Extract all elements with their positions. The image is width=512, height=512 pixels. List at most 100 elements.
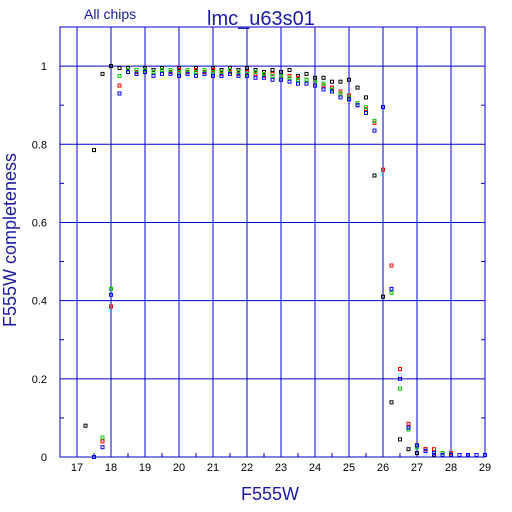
x-tick-label: 28	[445, 462, 457, 474]
data-point-series-1	[270, 68, 275, 72]
data-point-series-2	[398, 367, 402, 371]
data-point-series-2	[432, 447, 436, 452]
data-point-series-4	[126, 70, 130, 74]
chart-subtitle: All chips	[84, 6, 136, 22]
data-point-series-3	[194, 70, 198, 74]
data-point-series-3	[219, 70, 224, 74]
data-point-series-1	[92, 148, 96, 153]
y-axis-label: F555W completeness	[0, 153, 20, 327]
data-point-series-4	[372, 128, 377, 133]
data-point-series-4	[117, 91, 122, 96]
data-point-series-4	[253, 75, 258, 80]
data-point-series-3	[109, 286, 113, 291]
data-point-series-4	[279, 77, 283, 82]
data-point-series-3	[321, 81, 326, 86]
data-point-series-1	[117, 66, 122, 70]
data-point-series-3	[262, 71, 266, 76]
data-point-series-1	[279, 70, 283, 74]
data-point-series-1	[415, 451, 419, 456]
data-point-series-4	[168, 71, 173, 76]
data-point-series-1	[355, 85, 360, 90]
data-point-series-3	[338, 91, 343, 96]
data-point-series-1	[372, 173, 377, 178]
data-point-series-4	[321, 87, 326, 92]
data-point-series-4	[432, 451, 436, 456]
data-point-series-3	[270, 73, 275, 78]
data-point-series-3	[253, 70, 258, 74]
x-tick-label: 22	[241, 462, 253, 474]
data-point-series-3	[202, 68, 207, 72]
data-point-series-3	[185, 68, 190, 72]
data-point-series-3	[134, 68, 139, 72]
data-point-series-3	[287, 75, 292, 80]
data-point-series-2	[117, 83, 122, 88]
data-point-series-4	[270, 77, 275, 82]
data-point-series-4	[287, 79, 292, 84]
data-point-series-4	[109, 292, 113, 297]
x-tick-label: 20	[173, 462, 185, 474]
data-point-series-3	[236, 70, 241, 74]
data-point-series-4	[313, 83, 317, 88]
y-tick-label: 0.6	[32, 217, 47, 229]
data-point-series-1	[83, 423, 88, 428]
data-point-series-1	[321, 75, 326, 80]
data-point-series-4	[177, 73, 181, 78]
grid	[59, 26, 486, 458]
plot-frame	[59, 26, 486, 458]
x-tick-label: 21	[207, 462, 219, 474]
data-point-series-4	[474, 453, 479, 457]
x-tick-labels: 17 18 19 20 21 22 23 24 25 26 27 28 29	[71, 462, 491, 474]
data-point-series-4	[338, 95, 343, 100]
data-point-series-3	[151, 70, 156, 74]
data-point-series-4	[415, 443, 419, 448]
x-axis-label: F555W	[241, 484, 299, 504]
data-point-series-1	[109, 64, 113, 69]
data-point-series-4	[194, 73, 198, 78]
data-point-series-4	[151, 73, 156, 78]
data-point-series-1	[330, 79, 334, 84]
data-point-series-3	[296, 77, 300, 82]
data-point-series-2	[389, 263, 394, 268]
data-point-series-4	[100, 445, 105, 450]
data-point-series-2	[100, 439, 105, 444]
data-point-series-4	[160, 71, 164, 76]
data-point-series-4	[262, 75, 266, 80]
data-point-series-2	[109, 304, 113, 309]
data-point-series-4	[398, 376, 402, 381]
y-tick-label: 0.2	[32, 374, 47, 386]
data-point-series-3	[304, 77, 309, 82]
data-point-series-3	[100, 435, 105, 440]
data-point-series-1	[364, 95, 368, 100]
data-point-series-4	[355, 103, 360, 108]
data-point-series-4	[236, 73, 241, 78]
chart-title: lmc_u63s01	[207, 8, 315, 30]
data-point-series-4	[381, 105, 385, 110]
x-tick-label: 19	[139, 462, 151, 474]
data-point-series-1	[406, 447, 411, 452]
data-point-series-3	[228, 68, 232, 72]
x-tick-label: 17	[71, 462, 83, 474]
x-tick-label: 29	[479, 462, 491, 474]
data-point-series-3	[117, 73, 122, 78]
x-tick-label: 18	[105, 462, 117, 474]
data-point-series-1	[304, 71, 309, 76]
y-tick-labels: 0 0.2 0.4 0.6 0.8 1	[32, 61, 47, 464]
data-point-series-4	[347, 97, 351, 102]
data-point-series-3	[168, 68, 173, 72]
data-point-series-4	[330, 89, 334, 94]
data-point-series-3	[389, 290, 394, 295]
y-tick-label: 1	[41, 61, 47, 73]
data-point-series-1	[347, 77, 351, 82]
data-point-series-1	[313, 75, 317, 80]
data-point-series-4	[389, 286, 394, 291]
data-point-series-4	[304, 81, 309, 86]
data-point-series-4	[364, 111, 368, 115]
data-point-series-4	[211, 73, 215, 78]
data-point-series-3	[372, 118, 377, 123]
data-point-series-4	[406, 425, 411, 430]
data-point-series-1	[338, 79, 343, 84]
data-point-series-1	[287, 68, 292, 72]
y-tick-label: 0	[41, 452, 47, 464]
data-point-series-4	[245, 73, 249, 78]
x-tick-label: 23	[275, 462, 287, 474]
